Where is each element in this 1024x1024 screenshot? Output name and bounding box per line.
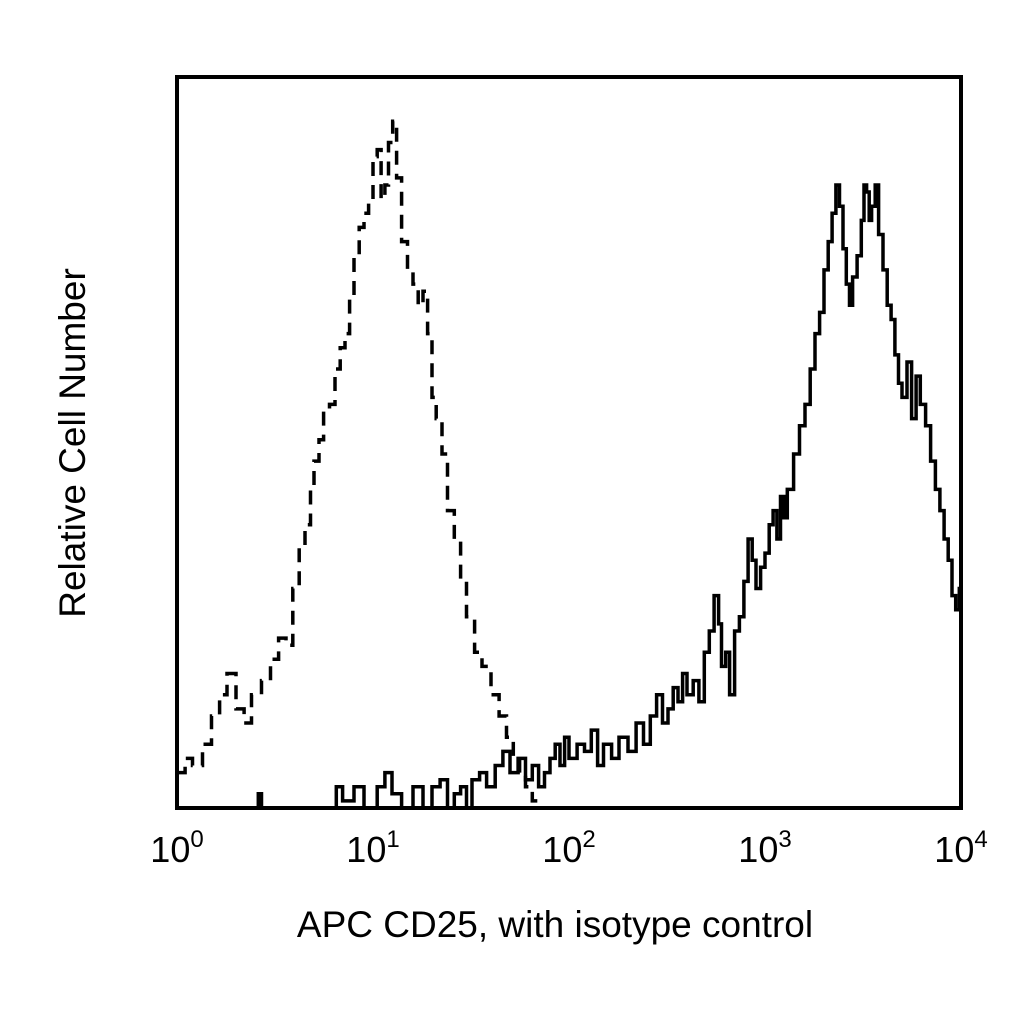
cd25-histogram-line	[255, 183, 963, 810]
x-tick-exponent: 4	[974, 826, 987, 853]
isotype-control-histogram-line	[177, 119, 541, 808]
x-tick-base: 10	[738, 829, 778, 870]
x-tick-label: 102	[542, 826, 595, 870]
x-tick-label: 103	[738, 826, 791, 870]
x-tick-label: 101	[346, 826, 399, 870]
x-tick-base: 10	[150, 829, 190, 870]
x-axis-title: APC CD25, with isotype control	[297, 904, 813, 945]
x-tick-exponent: 0	[190, 826, 203, 853]
x-tick-base: 10	[542, 829, 582, 870]
x-axis-tick-labels: 100 101 102 103 104	[150, 826, 987, 870]
plot-frame	[175, 75, 963, 810]
y-axis-title: Relative Cell Number	[52, 268, 93, 618]
x-tick-base: 10	[346, 829, 386, 870]
x-tick-exponent: 3	[778, 826, 791, 853]
x-tick-base: 10	[934, 829, 974, 870]
x-tick-label: 100	[150, 826, 203, 870]
x-tick-exponent: 1	[386, 826, 399, 853]
series-layer	[177, 119, 963, 810]
x-tick-exponent: 2	[582, 826, 595, 853]
x-tick-label: 104	[934, 826, 987, 870]
